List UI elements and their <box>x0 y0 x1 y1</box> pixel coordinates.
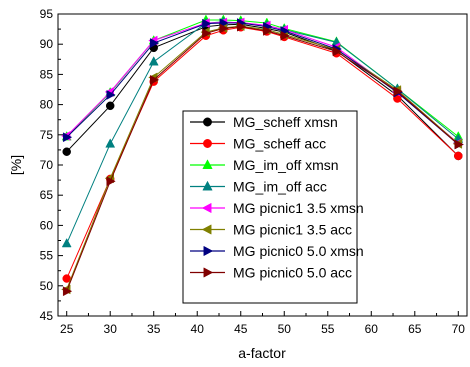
data-point <box>62 147 71 156</box>
x-tick-label: 70 <box>452 322 466 336</box>
legend-marker <box>202 180 213 191</box>
data-point <box>105 101 115 111</box>
data-point <box>149 38 160 48</box>
data-point <box>62 132 73 143</box>
series-8 <box>62 21 464 297</box>
y-axis-label: [%] <box>8 155 24 175</box>
legend-item: MG picnic0 5.0 xmsn <box>190 243 364 259</box>
legend-label: MG_scheff xmsn <box>233 114 338 130</box>
x-tick-label: 65 <box>408 322 422 336</box>
legend-marker <box>203 117 212 127</box>
y-tick-label: 70 <box>40 158 54 172</box>
x-tick-label: 55 <box>321 322 335 336</box>
y-tick-label: 60 <box>40 218 54 232</box>
legend-marker <box>203 267 214 278</box>
x-tick-label: 35 <box>147 322 161 336</box>
x-tick-label: 30 <box>104 322 118 336</box>
data-point <box>219 23 229 34</box>
data-point <box>62 286 73 297</box>
legend-marker <box>203 245 214 257</box>
legend-marker <box>203 139 212 148</box>
y-tick-label: 50 <box>40 279 54 293</box>
x-tick-label: 25 <box>60 322 74 336</box>
legend-label: MG picnic0 5.0 acc <box>233 265 352 281</box>
x-axis-ticks: 25 30 35 40 45 50 55 60 65 70 <box>60 311 465 336</box>
series-layer <box>61 14 464 297</box>
data-point <box>332 46 343 57</box>
data-point <box>454 139 464 150</box>
x-tick-label: 60 <box>365 322 379 336</box>
x-tick-label: 45 <box>234 322 248 336</box>
y-tick-label: 85 <box>40 67 54 81</box>
legend-item: MG_scheff acc <box>190 136 326 152</box>
y-tick-label: 75 <box>40 128 54 142</box>
legend-item: MG picnic0 5.0 acc <box>190 265 352 281</box>
data-point <box>106 90 116 100</box>
legend-label: MG picnic1 3.5 xmsn <box>233 200 364 216</box>
legend-item: MG picnic1 3.5 xmsn <box>190 200 364 216</box>
data-point <box>202 28 212 39</box>
legend-item: MG_scheff xmsn <box>190 114 338 130</box>
y-tick-label: 80 <box>40 98 54 112</box>
data-point <box>393 86 403 97</box>
legend: MG_scheff xmsn MG_scheff acc MG_im_off xms… <box>182 110 364 304</box>
data-point <box>105 138 116 148</box>
data-point <box>106 176 116 187</box>
legend-label: MG picnic1 3.5 acc <box>233 222 352 238</box>
data-point <box>236 21 247 32</box>
y-axis-ticks: 45 50 55 60 65 70 75 80 85 90 95 <box>40 7 63 323</box>
legend-item: MG picnic1 3.5 acc <box>190 222 352 238</box>
x-tick-label: 40 <box>191 322 205 336</box>
legend-marker <box>201 224 212 235</box>
y-tick-label: 45 <box>40 309 54 323</box>
legend-marker <box>201 202 212 214</box>
y-tick-label: 90 <box>40 37 54 51</box>
x-axis-label: a-factor <box>238 345 286 361</box>
data-point <box>61 237 72 248</box>
y-tick-label: 55 <box>40 249 54 263</box>
data-point <box>454 151 463 161</box>
y-tick-label: 65 <box>40 188 54 202</box>
legend-label: MG picnic0 5.0 xmsn <box>233 243 364 259</box>
legend-item: MG_im_off acc <box>190 179 327 195</box>
legend-label: MG_scheff acc <box>233 136 326 152</box>
data-point <box>149 74 160 85</box>
legend-marker <box>202 159 213 169</box>
y-tick-label: 95 <box>40 7 54 21</box>
data-point <box>280 30 290 41</box>
data-point <box>148 56 159 66</box>
data-point <box>263 25 273 36</box>
legend-label: MG_im_off acc <box>233 179 327 195</box>
x-tick-label: 50 <box>278 322 292 336</box>
legend-item: MG_im_off xmsn <box>190 157 339 173</box>
data-point <box>202 18 212 29</box>
legend-label: MG_im_off xmsn <box>233 157 339 173</box>
